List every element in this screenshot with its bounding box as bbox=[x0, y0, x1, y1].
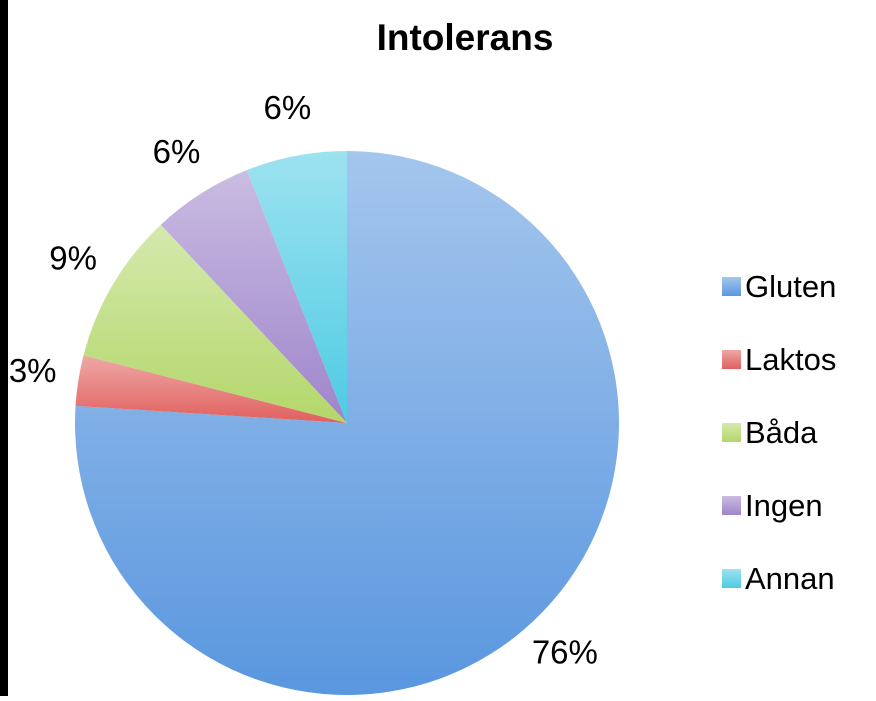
chart-title: Intolerans bbox=[377, 17, 554, 58]
data-label: 9% bbox=[49, 240, 97, 277]
legend-swatch bbox=[722, 423, 741, 442]
data-label: 3% bbox=[9, 352, 57, 389]
data-label: 6% bbox=[153, 133, 201, 170]
legend: Gluten Laktos Båda Ingen Annan bbox=[722, 269, 836, 596]
pie-slice bbox=[160, 170, 347, 423]
legend-label: Laktos bbox=[745, 342, 836, 377]
legend-swatch bbox=[722, 277, 741, 296]
legend-label: Gluten bbox=[745, 269, 836, 304]
legend-swatch bbox=[722, 569, 741, 588]
legend-swatch bbox=[722, 496, 741, 515]
legend-swatch bbox=[722, 350, 741, 369]
pie-slice bbox=[75, 355, 347, 423]
legend-label: Båda bbox=[745, 415, 818, 450]
legend-label: Annan bbox=[745, 561, 835, 596]
data-label: 76% bbox=[532, 634, 598, 671]
pie-slice bbox=[246, 151, 347, 423]
left-border bbox=[0, 0, 8, 696]
data-label: 6% bbox=[264, 89, 312, 126]
legend-label: Ingen bbox=[745, 488, 823, 523]
pie: 76% 3% 9% 6% 6% bbox=[9, 89, 619, 695]
pie-slice bbox=[83, 224, 347, 423]
